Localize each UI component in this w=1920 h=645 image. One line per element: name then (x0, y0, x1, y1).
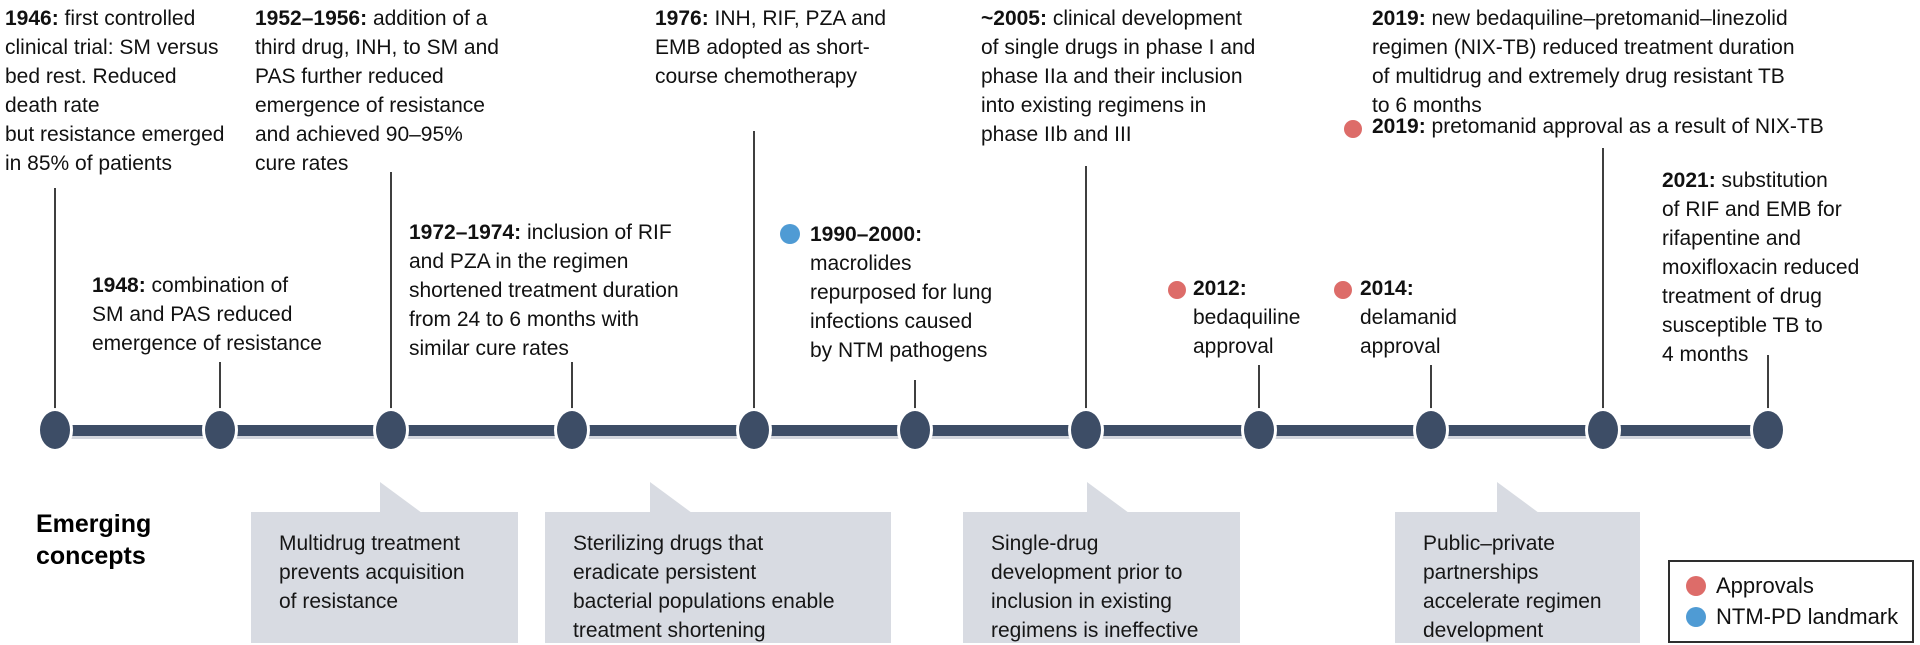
event-1976: 1976: INH, RIF, PZA and EMB adopted as s… (655, 4, 886, 91)
concept-box-tail (650, 482, 692, 513)
event-2019-pretomanid-text: pretomanid approval as a result of NIX-T… (1425, 115, 1824, 138)
timeline-node-2021 (1750, 408, 1786, 452)
connector-1948 (219, 362, 221, 414)
event-1948-year: 1948: (92, 274, 146, 297)
emerging-concepts-label: Emerging concepts (36, 510, 152, 570)
event-1990-2000: 1990–2000: macrolides repurposed for lun… (810, 220, 992, 365)
timeline-node-2019 (1585, 408, 1621, 452)
approval-dot-2012 (1168, 281, 1186, 299)
event-2014: 2014: delamanid approval (1360, 274, 1457, 361)
event-1952-1956-text: addition of a third drug, INH, to SM and… (255, 7, 499, 175)
timeline-node-1946 (37, 408, 73, 452)
event-1972-1974-text: inclusion of RIF and PZA in the regimen … (409, 221, 679, 360)
concept-box-tail (1497, 482, 1539, 513)
connector-1952-1956 (390, 172, 392, 414)
timeline-node-1952-1956 (373, 408, 409, 452)
timeline-node-1976 (736, 408, 772, 452)
legend: Approvals NTM-PD landmark (1668, 560, 1914, 643)
event-2019-pretomanid: 2019: pretomanid approval as a result of… (1372, 112, 1824, 141)
approvals-dot-icon (1686, 576, 1706, 596)
legend-approvals-label: Approvals (1716, 573, 1814, 598)
ntm-landmark-dot-icon (1686, 607, 1706, 627)
connector-2012 (1258, 365, 1260, 414)
approval-dot-2014 (1334, 281, 1352, 299)
legend-row-approvals: Approvals (1686, 574, 1912, 598)
timeline-node-2014 (1413, 408, 1449, 452)
event-1948-text: combination of SM and PAS reduced emerge… (92, 274, 322, 355)
approval-dot-2019 (1344, 120, 1362, 138)
timeline-node-2012 (1241, 408, 1277, 452)
event-2019-nix: 2019: new bedaquiline–pretomanid–linezol… (1372, 4, 1795, 120)
legend-row-ntm: NTM-PD landmark (1686, 605, 1912, 629)
concept-box-sterilizing: Sterilizing drugs that eradicate persist… (545, 512, 891, 643)
concept-box-tail (380, 482, 422, 513)
event-2005-text: clinical development of single drugs in … (981, 7, 1256, 146)
event-1990-2000-year: 1990–2000: (810, 223, 923, 246)
event-2012: 2012: bedaquiline approval (1193, 274, 1300, 361)
event-2021-text: substitution of RIF and EMB for rifapent… (1662, 169, 1860, 366)
connector-2014 (1430, 365, 1432, 414)
event-1948: 1948: combination of SM and PAS reduced … (92, 271, 322, 358)
legend-ntm-label: NTM-PD landmark (1716, 604, 1899, 629)
event-1946-text: first controlled clinical trial: SM vers… (5, 7, 225, 175)
event-2005: ~2005: clinical development of single dr… (981, 4, 1255, 149)
timeline-node-1990-2000 (897, 408, 933, 452)
event-1972-1974: 1972–1974: inclusion of RIF and PZA in t… (409, 218, 679, 363)
connector-2019 (1602, 148, 1604, 414)
event-1952-1956-year: 1952–1956: (255, 7, 368, 30)
connector-1972-1974 (571, 362, 573, 414)
event-1972-1974-year: 1972–1974: (409, 221, 522, 244)
concept-box-tail (1087, 482, 1129, 513)
connector-1946 (54, 188, 56, 414)
event-1946-year: 1946: (5, 7, 59, 30)
event-2014-year: 2014: (1360, 277, 1414, 300)
timeline-node-1972-1974 (554, 408, 590, 452)
event-2012-text: bedaquiline approval (1193, 306, 1301, 358)
event-1990-2000-text: macrolides repurposed for lung infection… (810, 252, 993, 362)
event-2012-year: 2012: (1193, 277, 1247, 300)
connector-1976 (753, 131, 755, 414)
event-1952-1956: 1952–1956: addition of a third drug, INH… (255, 4, 499, 178)
concept-box-partnerships: Public–private partnerships accelerate r… (1395, 512, 1640, 643)
event-1946: 1946: first controlled clinical trial: S… (5, 4, 224, 178)
event-1976-year: 1976: (655, 7, 709, 30)
event-2021-year: 2021: (1662, 169, 1716, 192)
timeline-node-1948 (202, 408, 238, 452)
ntm-landmark-dot-1990 (780, 224, 800, 244)
concept-box-multidrug: Multidrug treatment prevents acquisition… (251, 512, 518, 643)
timeline-node-2005 (1068, 408, 1104, 452)
event-2019-nix-text: new bedaquiline–pretomanid–linezolid reg… (1372, 7, 1795, 117)
event-2014-text: delamanid approval (1360, 306, 1457, 358)
concept-box-single-drug: Single-drug development prior to inclusi… (963, 512, 1240, 643)
event-2019-pretomanid-year: 2019: (1372, 115, 1426, 138)
event-2019-nix-year: 2019: (1372, 7, 1426, 30)
event-2005-year: ~2005: (981, 7, 1047, 30)
connector-1990-2000 (914, 380, 916, 414)
connector-2005 (1085, 166, 1087, 414)
event-1976-text: INH, RIF, PZA and EMB adopted as short- … (655, 7, 887, 88)
event-2021: 2021: substitution of RIF and EMB for ri… (1662, 166, 1859, 369)
connector-2021 (1767, 355, 1769, 414)
